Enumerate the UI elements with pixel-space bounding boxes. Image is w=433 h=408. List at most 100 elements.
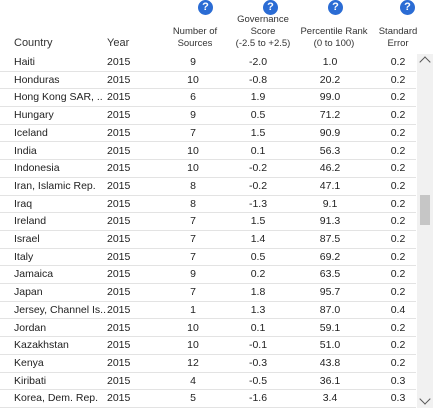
cell-percentile-rank: 59.1 — [319, 321, 341, 334]
cell-number-of-sources: 12 — [187, 356, 199, 369]
cell-percentile-rank: 90.9 — [319, 126, 341, 139]
cell-year: 2015 — [107, 356, 131, 369]
cell-country: Jamaica — [14, 268, 54, 281]
cell-country: Kiribati — [14, 374, 47, 387]
cell-governance-score: -1.6 — [248, 392, 268, 405]
cell-number-of-sources: 1 — [190, 303, 196, 316]
cell-percentile-rank: 3.4 — [322, 392, 338, 405]
cell-percentile-rank: 43.8 — [319, 356, 341, 369]
cell-governance-score: -1.3 — [248, 197, 268, 210]
scrollbar-thumb[interactable] — [420, 195, 430, 225]
table-row[interactable]: Jersey, Channel Is.. 2015 1 1.3 87.0 0.4 — [0, 302, 416, 320]
table-row[interactable]: Kiribati 2015 4 -0.5 36.1 0.3 — [0, 373, 416, 391]
cell-number-of-sources: 10 — [187, 144, 199, 157]
help-icon[interactable]: ? — [400, 0, 415, 15]
table-row[interactable]: India 2015 10 0.1 56.3 0.2 — [0, 143, 416, 161]
cell-standard-error: 0.3 — [390, 374, 406, 387]
header-governance-score[interactable]: Governance Score (-2.5 to +2.5) — [235, 14, 291, 49]
cell-country: Honduras — [14, 73, 60, 86]
cell-percentile-rank: 1.0 — [322, 56, 338, 68]
table-row[interactable]: Iraq 2015 8 -1.3 9.1 0.2 — [0, 196, 416, 214]
cell-governance-score: 0.5 — [250, 109, 266, 122]
cell-year: 2015 — [107, 56, 131, 68]
table-row[interactable]: Indonesia 2015 10 -0.2 46.2 0.2 — [0, 160, 416, 178]
cell-year: 2015 — [107, 303, 131, 316]
cell-number-of-sources: 7 — [190, 215, 196, 228]
cell-standard-error: 0.2 — [390, 197, 406, 210]
help-icon[interactable]: ? — [198, 0, 213, 15]
cell-year: 2015 — [107, 374, 131, 387]
cell-percentile-rank: 47.1 — [319, 179, 341, 192]
cell-standard-error: 0.2 — [390, 215, 406, 228]
cell-country: Kenya — [14, 356, 44, 369]
header-country[interactable]: Country — [14, 37, 53, 49]
cell-country: Jersey, Channel Is.. — [14, 303, 106, 316]
table-row[interactable]: Italy 2015 7 0.5 69.2 0.2 — [0, 249, 416, 267]
cell-year: 2015 — [107, 197, 131, 210]
cell-standard-error: 0.2 — [390, 73, 406, 86]
cell-governance-score: -0.2 — [248, 179, 268, 192]
table-row[interactable]: Hungary 2015 9 0.5 71.2 0.2 — [0, 107, 416, 125]
header-year[interactable]: Year — [107, 37, 130, 49]
table-row[interactable]: Iceland 2015 7 1.5 90.9 0.2 — [0, 125, 416, 143]
cell-number-of-sources: 4 — [190, 374, 196, 387]
vertical-scrollbar[interactable] — [417, 54, 433, 408]
cell-country: India — [14, 144, 37, 157]
cell-year: 2015 — [107, 268, 131, 281]
chevron-down-icon[interactable] — [417, 393, 433, 408]
cell-governance-score: 1.8 — [250, 286, 266, 299]
table-row[interactable]: Hong Kong SAR, .. 2015 6 1.9 99.0 0.2 — [0, 89, 416, 108]
table-row[interactable]: Kazakhstan 2015 10 -0.1 51.0 0.2 — [0, 337, 416, 355]
header-number-of-sources[interactable]: Number of Sources — [172, 26, 218, 49]
cell-number-of-sources: 9 — [190, 109, 196, 122]
table-row[interactable]: Japan 2015 7 1.8 95.7 0.2 — [0, 284, 416, 302]
table-header: Country Year ? Number of Sources ? Gover… — [0, 0, 418, 54]
cell-percentile-rank: 36.1 — [319, 374, 341, 387]
table-row[interactable]: Honduras 2015 10 -0.8 20.2 0.2 — [0, 72, 416, 90]
cell-year: 2015 — [107, 73, 131, 86]
cell-governance-score: 0.1 — [250, 144, 266, 157]
cell-standard-error: 0.2 — [390, 179, 406, 192]
cell-number-of-sources: 9 — [190, 268, 196, 281]
cell-standard-error: 0.2 — [390, 268, 406, 281]
cell-standard-error: 0.2 — [390, 162, 406, 175]
cell-governance-score: 1.9 — [250, 91, 266, 104]
cell-percentile-rank: 51.0 — [319, 339, 341, 352]
cell-percentile-rank: 71.2 — [319, 109, 341, 122]
cell-country: Ireland — [14, 215, 47, 228]
cell-year: 2015 — [107, 286, 131, 299]
cell-governance-score: 0.5 — [250, 250, 266, 263]
table-row[interactable]: Kenya 2015 12 -0.3 43.8 0.2 — [0, 355, 416, 373]
cell-number-of-sources: 6 — [190, 91, 196, 104]
cell-year: 2015 — [107, 250, 131, 263]
cell-governance-score: -0.8 — [248, 73, 268, 86]
cell-percentile-rank: 46.2 — [319, 162, 341, 175]
cell-standard-error: 0.3 — [390, 392, 406, 405]
chevron-up-icon[interactable] — [417, 54, 433, 68]
cell-country: Kazakhstan — [14, 339, 69, 352]
cell-standard-error: 0.2 — [390, 250, 406, 263]
cell-country: Jordan — [14, 321, 47, 334]
cell-standard-error: 0.2 — [390, 233, 406, 245]
cell-year: 2015 — [107, 126, 131, 139]
cell-year: 2015 — [107, 144, 131, 157]
table-row[interactable]: Israel 2015 7 1.4 87.5 0.2 — [0, 231, 416, 249]
table-row[interactable]: Korea, Dem. Rep. 2015 5 -1.6 3.4 0.3 — [0, 390, 416, 408]
cell-standard-error: 0.2 — [390, 56, 406, 68]
cell-governance-score: -0.2 — [248, 162, 268, 175]
table-row[interactable]: Jordan 2015 10 0.1 59.1 0.2 — [0, 320, 416, 338]
cell-country: Italy — [14, 250, 34, 263]
header-standard-error[interactable]: Standard Error — [378, 26, 418, 49]
table-row[interactable]: Iran, Islamic Rep. 2015 8 -0.2 47.1 0.2 — [0, 178, 416, 196]
cell-number-of-sources: 7 — [190, 126, 196, 139]
header-percentile-rank[interactable]: Percentile Rank (0 to 100) — [300, 26, 368, 49]
table-row[interactable]: Jamaica 2015 9 0.2 63.5 0.2 — [0, 266, 416, 285]
cell-standard-error: 0.2 — [390, 91, 406, 104]
cell-year: 2015 — [107, 109, 131, 122]
help-icon[interactable]: ? — [328, 0, 343, 15]
table-row[interactable]: Ireland 2015 7 1.5 91.3 0.2 — [0, 213, 416, 231]
table-row[interactable]: Haiti 2015 9 -2.0 1.0 0.2 — [0, 54, 416, 72]
help-icon[interactable]: ? — [263, 0, 278, 15]
cell-standard-error: 0.2 — [390, 286, 406, 299]
cell-year: 2015 — [107, 162, 131, 175]
